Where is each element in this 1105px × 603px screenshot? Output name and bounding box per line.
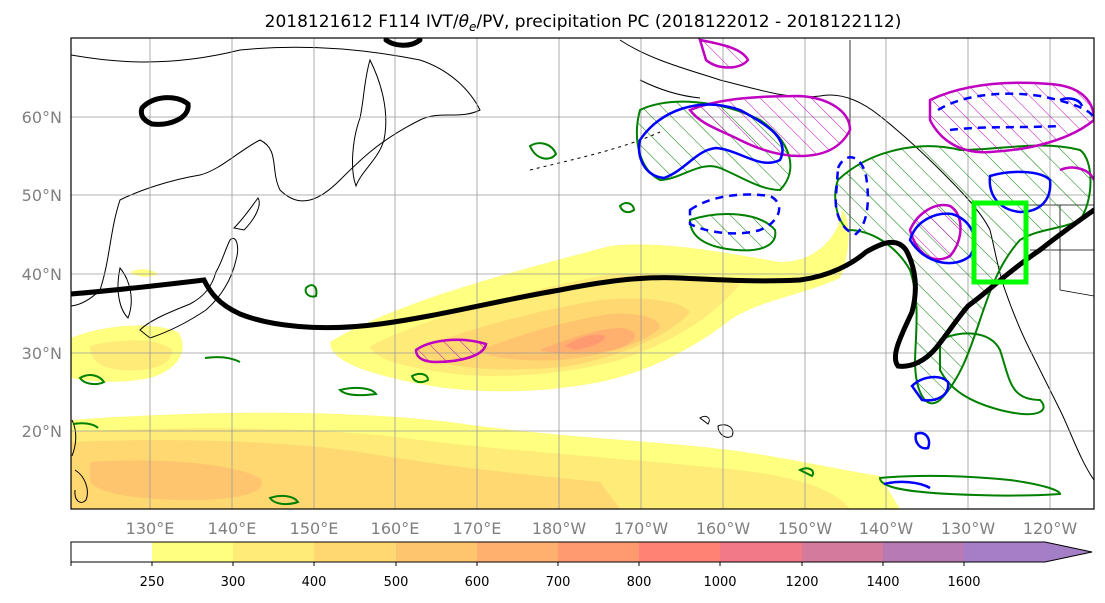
colorbar: 250 300 400 500 600 700 800 1000 1200 14… <box>70 541 1093 590</box>
colorbar-segment <box>639 542 720 562</box>
colorbar-label: 250 <box>140 575 165 590</box>
lon-tick-label: 120°W <box>1023 519 1078 538</box>
theta-e-contour <box>71 38 1094 369</box>
lat-axis: 20°N 30°N 40°N 50°N 60°N <box>22 108 62 441</box>
colorbar-label: 700 <box>546 575 571 590</box>
colorbar-segment <box>71 542 152 562</box>
lat-tick-label: 40°N <box>22 265 62 284</box>
colorbar-label: 500 <box>384 575 409 590</box>
colorbar-segment <box>802 542 883 562</box>
lon-tick-label: 170°E <box>453 519 502 538</box>
colorbar-segment <box>964 542 1045 562</box>
pv-magenta-contours <box>414 38 1094 364</box>
lat-tick-label: 20°N <box>22 422 62 441</box>
lon-tick-label: 130°W <box>941 519 996 538</box>
lon-tick-label: 150°W <box>778 519 833 538</box>
lon-tick-label: 180°W <box>532 519 587 538</box>
map-title: 2018121612 F114 IVT/θe/PV, precipitation… <box>265 12 902 34</box>
map-plot <box>71 38 1094 509</box>
colorbar-segment <box>720 542 802 562</box>
colorbar-label: 800 <box>627 575 652 590</box>
colorbar-label: 1600 <box>947 575 980 590</box>
colorbar-label: 300 <box>221 575 246 590</box>
colorbar-label: 600 <box>465 575 490 590</box>
colorbar-segment <box>883 542 964 562</box>
lon-tick-label: 160°W <box>696 519 751 538</box>
colorbar-label: 1000 <box>703 575 736 590</box>
colorbar-segment <box>477 542 558 562</box>
map-border <box>70 37 1095 510</box>
lat-tick-label: 50°N <box>22 186 62 205</box>
lat-tick-label: 60°N <box>22 108 62 127</box>
lon-tick-label: 140°E <box>208 519 257 538</box>
colorbar-label: 1200 <box>785 575 818 590</box>
lat-tick-label: 30°N <box>22 344 62 363</box>
colorbar-label: 400 <box>302 575 327 590</box>
colorbar-segment <box>233 542 314 562</box>
lon-tick-label: 170°W <box>614 519 669 538</box>
colorbar-segment <box>558 542 639 562</box>
colorbar-label: 1400 <box>866 575 899 590</box>
colorbar-segment <box>314 542 396 562</box>
lon-tick-label: 140°W <box>859 519 914 538</box>
colorbar-extend-arrow <box>1045 542 1092 562</box>
target-region-box <box>971 200 1029 285</box>
colorbar-segment <box>152 542 233 562</box>
lon-axis: 130°E 140°E 150°E 160°E 170°E 180°W 170°… <box>126 519 1078 538</box>
lon-tick-label: 160°E <box>371 519 420 538</box>
lon-tick-label: 150°E <box>290 519 339 538</box>
coastlines <box>71 39 1094 503</box>
colorbar-segment <box>396 542 477 562</box>
lon-tick-label: 130°E <box>126 519 175 538</box>
